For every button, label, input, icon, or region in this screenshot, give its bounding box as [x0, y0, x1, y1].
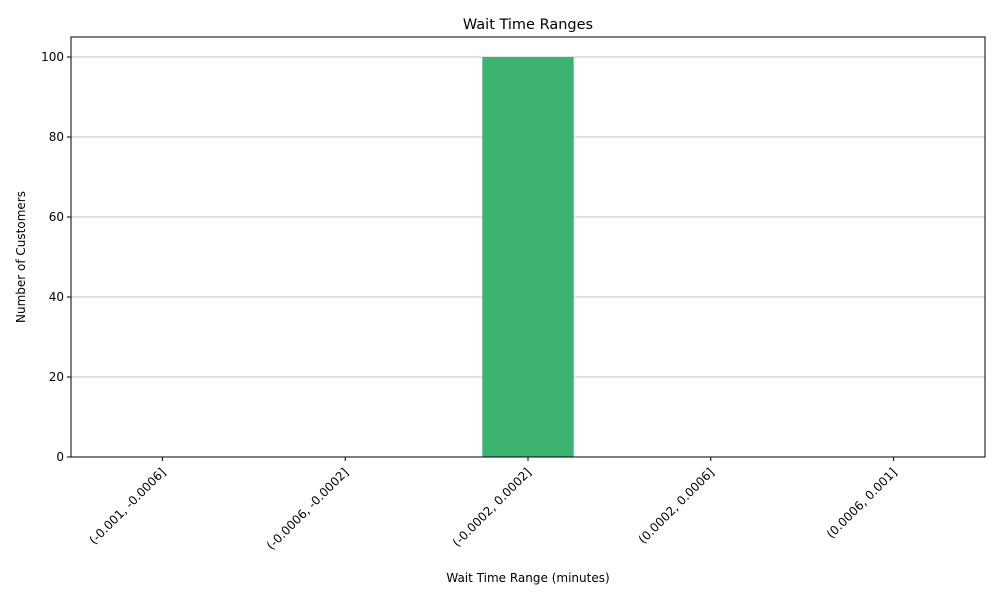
x-tick-label: (-0.0002, 0.0002]: [450, 465, 534, 549]
x-tick-label: (0.0006, 0.001]: [824, 465, 900, 541]
x-tick-label: (0.0002, 0.0006]: [636, 465, 717, 546]
y-axis-title: Number of Customers: [14, 191, 28, 323]
y-tick-label: 0: [56, 450, 64, 464]
chart-title: Wait Time Ranges: [463, 17, 593, 33]
x-axis-ticks: (-0.001, -0.0006] (-0.0006, -0.0002] (-0.0…: [86, 457, 900, 553]
x-tick-label: (-0.0006, -0.0002]: [264, 465, 351, 552]
y-tick-label: 100: [41, 50, 64, 64]
bars: [482, 57, 574, 457]
x-axis-title: Wait Time Range (minutes): [446, 571, 609, 585]
bar: [482, 57, 574, 457]
y-tick-label: 20: [49, 370, 64, 384]
y-tick-label: 60: [49, 210, 64, 224]
y-tick-label: 80: [49, 130, 64, 144]
y-axis-ticks: 0 20 40 60 80 100: [41, 50, 71, 464]
x-tick-label: (-0.001, -0.0006]: [86, 465, 168, 547]
y-tick-label: 40: [49, 290, 64, 304]
